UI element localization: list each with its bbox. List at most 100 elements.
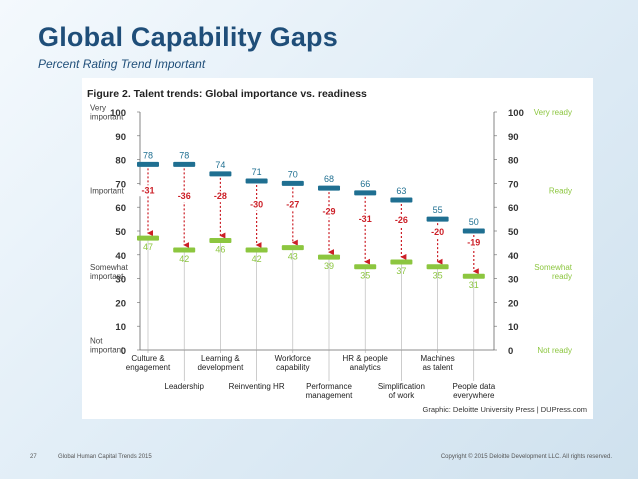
category-label: HR & people (343, 354, 389, 363)
gap-label-bg (319, 206, 339, 218)
importance-value-label: 63 (396, 186, 406, 196)
copyright-notice: Copyright © 2015 Deloitte Development LL… (440, 454, 612, 460)
right-axis-category-label: Ready (549, 187, 572, 196)
readiness-value-label: 47 (143, 242, 153, 252)
y-tick-label-left: 90 (115, 132, 126, 143)
y-tick-label-left: 80 (115, 156, 126, 167)
category-label: of work (389, 391, 416, 400)
category-label: Simplification (378, 382, 425, 391)
importance-value-label: 74 (215, 160, 225, 170)
gap-label-bg (355, 213, 376, 225)
left-axis-category-label: Not (90, 337, 103, 346)
readiness-bar (318, 254, 340, 260)
readiness-value-label: 31 (469, 280, 479, 290)
category-label: Culture & (131, 354, 165, 363)
importance-value-label: 55 (433, 205, 443, 215)
importance-bar (426, 216, 449, 222)
category-label: People data (452, 382, 495, 391)
gap-label-bg (282, 199, 303, 211)
y-tick-label-left: 40 (115, 251, 126, 262)
right-axis-category-label: Not ready (537, 346, 572, 355)
readiness-bar (209, 238, 232, 244)
category-label: engagement (126, 363, 171, 372)
figure-panel: Figure 2. Talent trends: Global importan… (82, 78, 593, 419)
y-tick-label-right: 80 (508, 156, 519, 167)
y-tick-label-right: 90 (508, 132, 519, 143)
readiness-bar (245, 247, 268, 253)
y-tick-label-left: 10 (115, 322, 126, 333)
readiness-bar (354, 264, 377, 270)
category-label: Learning & (201, 354, 240, 363)
gap-label-bg (174, 191, 195, 203)
gap-label-bg (138, 185, 158, 197)
importance-bar (245, 178, 268, 184)
document-name: Global Human Capital Trends 2015 (58, 454, 152, 460)
importance-bar (354, 190, 377, 196)
importance-value-label: 70 (288, 169, 298, 179)
y-tick-label-right: 60 (508, 203, 519, 214)
gap-label-bg (463, 237, 484, 249)
readiness-value-label: 35 (360, 271, 370, 281)
y-tick-label-left: 60 (115, 203, 126, 214)
y-tick-label-right: 100 (508, 108, 524, 119)
y-tick-label-right: 50 (508, 227, 519, 238)
gap-label-bg (210, 191, 231, 203)
category-label: everywhere (453, 391, 495, 400)
left-axis-category-label: Somewhat (90, 263, 129, 272)
category-label: analytics (350, 363, 381, 372)
chart-source: Graphic: Deloitte University Press | DUP… (423, 405, 588, 414)
readiness-bar (173, 247, 196, 253)
gap-label: -27 (286, 200, 299, 210)
readiness-bar (462, 273, 485, 279)
slide-title: Global Capability Gaps (38, 22, 338, 52)
importance-bar (137, 161, 159, 167)
readiness-value-label: 43 (288, 252, 298, 262)
importance-value-label: 78 (179, 150, 189, 160)
y-tick-label-left: 50 (115, 227, 126, 238)
category-label: Workforce (275, 354, 312, 363)
category-label: Machines (420, 354, 454, 363)
readiness-bar (137, 235, 159, 241)
slide-subtitle: Percent Rating Trend Important (38, 57, 206, 71)
importance-bar (173, 161, 196, 167)
gap-label: -20 (431, 227, 444, 237)
readiness-value-label: 39 (324, 261, 334, 271)
left-axis-category-label: important (90, 113, 124, 122)
y-tick-label-right: 30 (508, 275, 519, 286)
gap-label: -30 (250, 200, 263, 210)
left-axis-category-label: important (90, 346, 124, 355)
importance-value-label: 50 (469, 217, 479, 227)
category-label: Reinventing HR (229, 382, 285, 391)
footer: 27 Global Human Capital Trends 2015 Copy… (0, 452, 638, 466)
readiness-value-label: 42 (179, 254, 189, 264)
category-label: management (306, 391, 353, 400)
importance-value-label: 66 (360, 179, 370, 189)
right-axis-category-label: Very ready (534, 108, 572, 117)
category-label: as talent (422, 363, 453, 372)
page-number: 27 (30, 454, 37, 460)
y-tick-label-right: 70 (508, 179, 519, 190)
left-axis-category-label: important (90, 272, 124, 281)
gap-label: -31 (141, 185, 154, 195)
right-axis-category-label: Somewhat (534, 263, 573, 272)
y-tick-label-left: 0 (121, 346, 126, 357)
y-tick-label-right: 10 (508, 322, 519, 333)
importance-bar (390, 197, 413, 203)
gap-label: -36 (178, 191, 191, 201)
readiness-value-label: 46 (215, 245, 225, 255)
gap-label: -28 (214, 191, 227, 201)
gap-label-bg (246, 199, 267, 211)
y-tick-label-left: 100 (110, 108, 126, 119)
importance-value-label: 68 (324, 174, 334, 184)
y-tick-label-left: 30 (115, 275, 126, 286)
readiness-value-label: 42 (252, 254, 262, 264)
readiness-value-label: 37 (396, 266, 406, 276)
category-label: Performance (306, 382, 352, 391)
chart-title: Figure 2. Talent trends: Global importan… (87, 88, 367, 100)
readiness-bar (281, 245, 304, 251)
gap-label: -29 (322, 207, 335, 217)
y-tick-label-right: 0 (508, 346, 513, 357)
importance-value-label: 71 (252, 167, 262, 177)
gap-label-bg (391, 215, 412, 226)
capability-gap-chart: Figure 2. Talent trends: Global importan… (87, 88, 588, 414)
